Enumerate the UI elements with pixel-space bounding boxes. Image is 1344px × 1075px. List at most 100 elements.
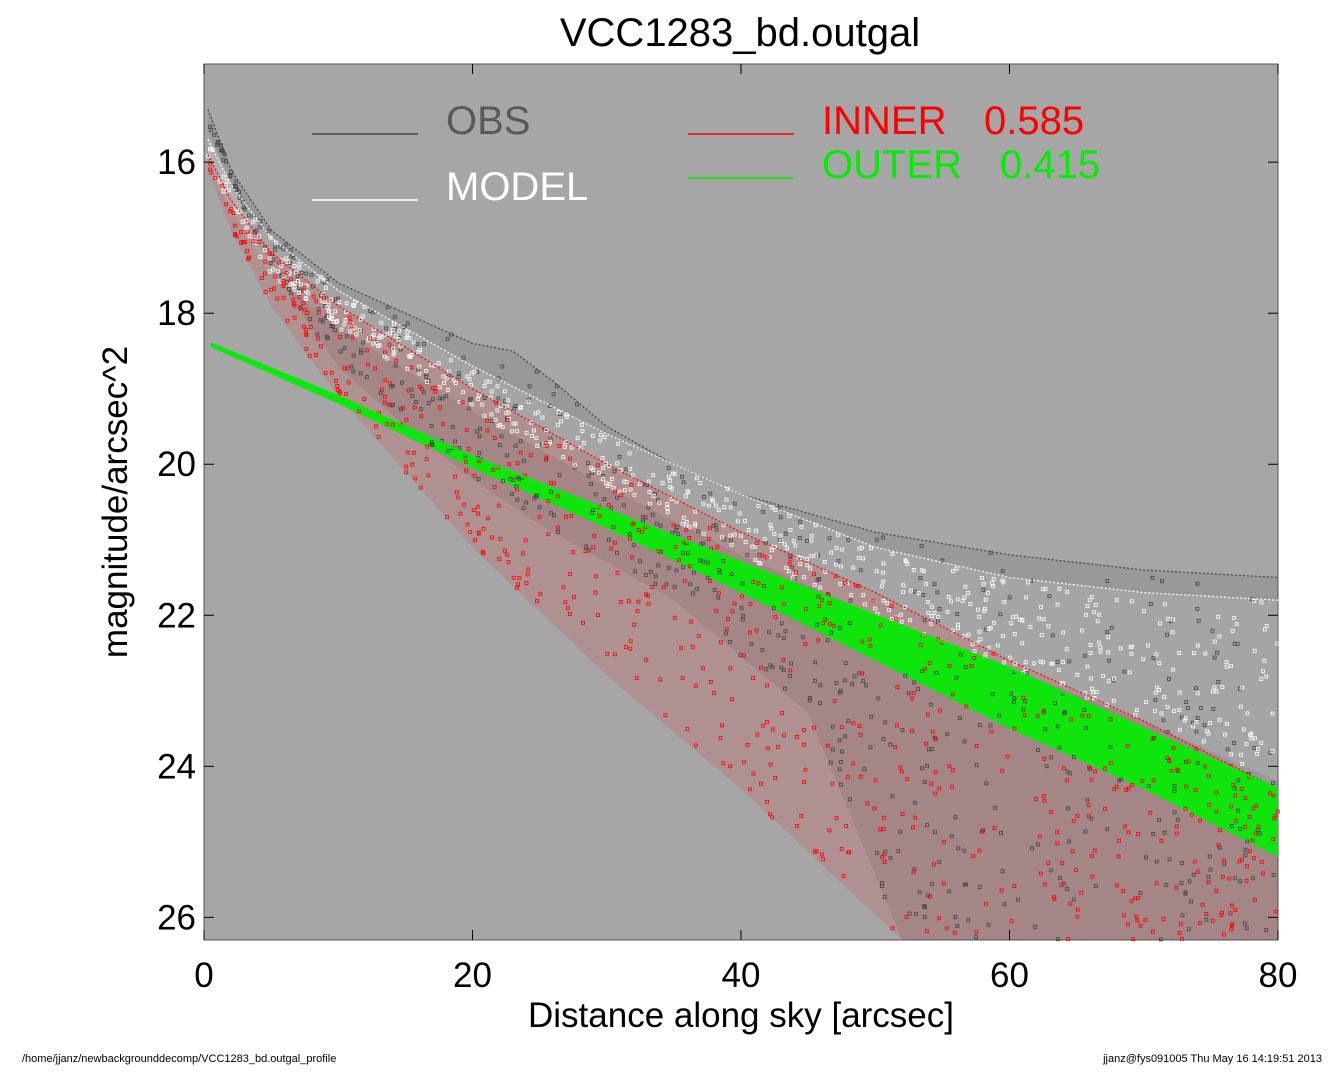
point-obs (549, 489, 554, 494)
point-inner (761, 723, 765, 728)
point-obs (1000, 869, 1005, 874)
point-obs (816, 594, 821, 599)
point-model (637, 482, 642, 487)
point-model (1255, 752, 1259, 756)
point-obs (712, 588, 717, 592)
point-obs (549, 511, 554, 516)
point-model (1142, 609, 1146, 613)
point-inner (1253, 897, 1257, 902)
point-model (405, 330, 410, 335)
point-inner (592, 534, 597, 538)
point-inner (834, 816, 839, 820)
point-inner (828, 622, 832, 626)
point-model (1183, 716, 1188, 721)
point-inner (1115, 883, 1119, 888)
point-obs (422, 342, 427, 346)
point-obs (861, 679, 866, 683)
point-inner (243, 240, 248, 245)
point-obs (829, 630, 833, 635)
point-model (722, 505, 727, 510)
point-inner (523, 538, 528, 543)
point-inner (1192, 859, 1197, 864)
point-inner (464, 427, 469, 432)
point-inner (911, 825, 915, 830)
point-inner (1216, 843, 1221, 848)
point-model (1043, 587, 1048, 591)
point-inner (1268, 791, 1272, 796)
point-obs (457, 371, 462, 376)
point-obs (286, 287, 291, 292)
plot-area (203, 63, 1279, 941)
point-inner (1059, 883, 1064, 887)
point-inner (905, 777, 909, 781)
point-model (575, 436, 580, 441)
point-inner (384, 422, 389, 426)
point-inner (1204, 912, 1209, 916)
point-obs (450, 424, 455, 429)
point-inner (1260, 871, 1265, 876)
point-model (1201, 739, 1206, 744)
point-model (808, 566, 813, 571)
point-inner (693, 683, 698, 688)
point-inner (751, 676, 755, 680)
point-model (376, 344, 380, 349)
point-model (502, 389, 507, 394)
point-model (849, 593, 854, 597)
point-obs (209, 128, 214, 132)
point-model (1194, 720, 1199, 724)
point-model (787, 514, 792, 518)
point-model (573, 463, 577, 468)
point-model (337, 300, 342, 304)
point-model (1262, 627, 1267, 632)
point-model (1210, 689, 1215, 694)
point-model (292, 264, 297, 269)
point-model (396, 337, 401, 342)
point-model (1080, 628, 1084, 633)
point-inner (684, 527, 689, 532)
point-inner (597, 514, 602, 518)
point-inner (284, 270, 289, 275)
point-obs (351, 353, 356, 358)
point-model (489, 389, 494, 394)
point-model (668, 478, 672, 483)
point-obs (1067, 659, 1072, 664)
point-obs (429, 423, 434, 428)
point-model (240, 219, 245, 224)
point-inner (605, 651, 610, 656)
point-model (599, 433, 603, 438)
point-inner (913, 815, 917, 820)
point-obs (930, 882, 934, 887)
point-inner (802, 728, 806, 733)
point-inner (466, 447, 471, 451)
point-obs (638, 559, 642, 564)
point-inner (304, 327, 309, 332)
point-obs (903, 673, 908, 678)
point-inner (618, 600, 623, 604)
band-outer (210, 343, 1279, 857)
point-obs (937, 860, 941, 865)
point-inner (1089, 777, 1094, 782)
point-model (1259, 677, 1264, 681)
point-obs (830, 724, 835, 729)
point-obs (1211, 707, 1216, 711)
point-model (1261, 669, 1265, 674)
point-model (475, 397, 480, 402)
point-model (995, 643, 1000, 648)
point-inner (224, 202, 229, 207)
point-obs (974, 763, 979, 767)
point-inner (291, 297, 296, 302)
point-model (805, 557, 809, 561)
point-inner (260, 275, 265, 280)
point-inner (1243, 825, 1247, 829)
point-inner (1198, 818, 1202, 823)
point-model (467, 377, 472, 382)
point-inner (473, 538, 477, 543)
point-inner (628, 639, 633, 644)
point-obs (1167, 857, 1172, 862)
point-obs (839, 760, 843, 764)
point-inner (524, 581, 529, 585)
point-obs (1157, 818, 1161, 822)
point-inner (419, 414, 424, 419)
point-model (268, 235, 273, 240)
